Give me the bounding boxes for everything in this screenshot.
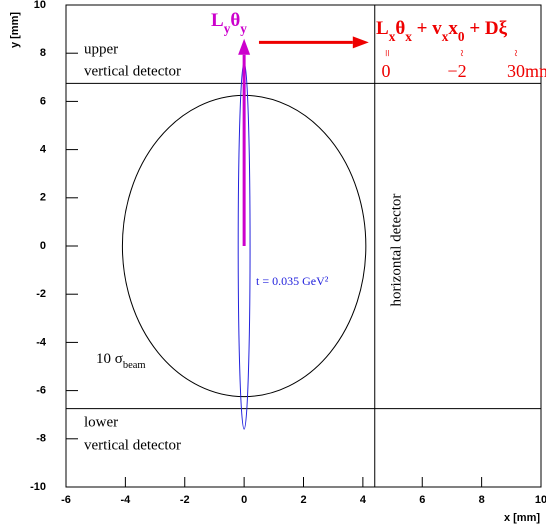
formula-value: 0 <box>382 61 391 81</box>
annotation-part: + v <box>412 18 442 39</box>
x-tick-label: 6 <box>419 494 425 506</box>
x-tick-label: 4 <box>360 494 367 506</box>
annotation: lower <box>84 414 118 430</box>
annotation-part: x <box>389 29 396 44</box>
formula-value: −2 <box>447 61 466 81</box>
annotation-part: θ <box>230 10 240 31</box>
y-tick-label: 8 <box>40 47 46 59</box>
formula-value: 30mm <box>507 61 546 81</box>
annotation: vertical detector <box>84 63 181 79</box>
y-tick-label: -4 <box>36 336 47 348</box>
annotation-part: L <box>211 10 224 31</box>
x-tick-label: 0 <box>241 494 247 506</box>
annotation-part: y <box>224 21 231 36</box>
annotation-part: ξ <box>499 18 508 39</box>
y-tick-label: 6 <box>40 95 46 107</box>
annotation-part: L <box>376 18 389 39</box>
x-tick-label: -4 <box>120 494 131 506</box>
annotation-part: x <box>448 18 458 39</box>
annotation-part: x <box>442 29 449 44</box>
y-tick-label: 4 <box>40 144 47 156</box>
arrow-head <box>352 36 369 49</box>
x-axis-label: x [mm] <box>504 512 540 524</box>
x-tick-label: -2 <box>180 494 190 506</box>
x-tick-label: 2 <box>300 494 306 506</box>
x-tick-label: -6 <box>61 494 71 506</box>
relation: ~ <box>509 49 524 56</box>
y-tick-label: 0 <box>40 240 46 252</box>
y-tick-label: -8 <box>36 433 46 445</box>
arrow-head <box>238 38 251 55</box>
annotation-part: x <box>405 29 412 44</box>
annotation-part: 0 <box>458 29 465 44</box>
y-tick-label: -10 <box>30 481 46 493</box>
y-axis-label: y [mm] <box>9 12 21 48</box>
annotation: t = 0.035 GeV² <box>256 274 329 288</box>
annotation-part: beam <box>123 360 146 371</box>
y-tick-label: 2 <box>40 192 46 204</box>
annotation: 10 σbeam <box>96 351 146 370</box>
annotation: upper <box>84 41 118 57</box>
annotation-part: 10 σ <box>96 351 123 367</box>
annotation: horizontal detector <box>388 194 404 307</box>
relation: ~ <box>455 49 470 56</box>
y-tick-label: -6 <box>36 385 46 397</box>
annotation-part: θ <box>395 18 405 39</box>
relation: = <box>380 49 395 56</box>
x-tick-label: 10 <box>535 494 546 506</box>
y-tick-label: -2 <box>36 288 46 300</box>
annotation-part: y <box>240 21 247 36</box>
annotation: vertical detector <box>84 437 181 453</box>
annotation: Lxθx + vxx0 + Dξ <box>376 18 508 43</box>
x-tick-label: 8 <box>479 494 485 506</box>
y-tick-label: 10 <box>34 0 46 11</box>
annotation: Lyθy <box>211 10 247 35</box>
annotation-part: + D <box>465 18 499 39</box>
